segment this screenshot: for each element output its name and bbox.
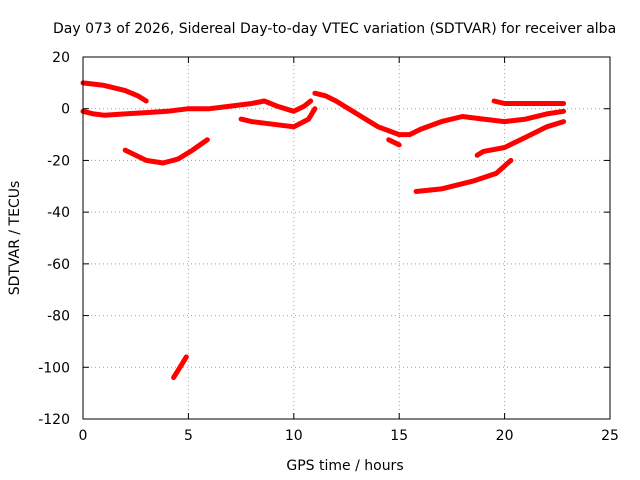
series-group <box>80 80 567 381</box>
x-tick-label: 15 <box>390 428 408 444</box>
x-tick-label: 5 <box>184 428 193 444</box>
series-arc-6 <box>122 137 210 166</box>
y-tick-labels: -120 -100 -80 -60 -40 -20 0 20 <box>38 50 70 428</box>
series-arc-2 <box>80 98 314 118</box>
series-arc-10 <box>171 354 189 381</box>
x-tick-label: 10 <box>285 428 303 444</box>
grid <box>83 57 610 419</box>
x-tick-label: 0 <box>79 428 88 444</box>
series-arc-9 <box>413 157 514 194</box>
series-arc-4 <box>238 106 318 130</box>
y-tick-label: -100 <box>38 360 70 376</box>
series-arc-1 <box>80 80 149 104</box>
y-tick-label: -80 <box>47 309 70 325</box>
y-tick-label: -40 <box>47 205 70 221</box>
x-axis-label: GPS time / hours <box>286 458 403 474</box>
x-tick-labels: 0 5 10 15 20 25 <box>79 428 619 444</box>
y-axis-label: SDTVAR / TECUs <box>7 181 23 296</box>
x-tick-label: 25 <box>601 428 619 444</box>
plot-frame <box>82 56 611 420</box>
series-arc-7 <box>491 98 567 106</box>
chart-title: Day 073 of 2026, Sidereal Day-to-day VTE… <box>53 21 616 37</box>
y-tick-label: -120 <box>38 412 70 428</box>
series-arc-5 <box>386 137 402 148</box>
axis-ticks <box>82 56 611 420</box>
series-arc-8 <box>474 119 567 158</box>
y-tick-label: 0 <box>61 102 70 118</box>
series-arc-3 <box>312 90 567 138</box>
y-tick-label: -20 <box>47 153 70 169</box>
y-tick-label: -60 <box>47 257 70 273</box>
y-tick-label: 20 <box>52 50 70 66</box>
x-tick-label: 20 <box>496 428 514 444</box>
